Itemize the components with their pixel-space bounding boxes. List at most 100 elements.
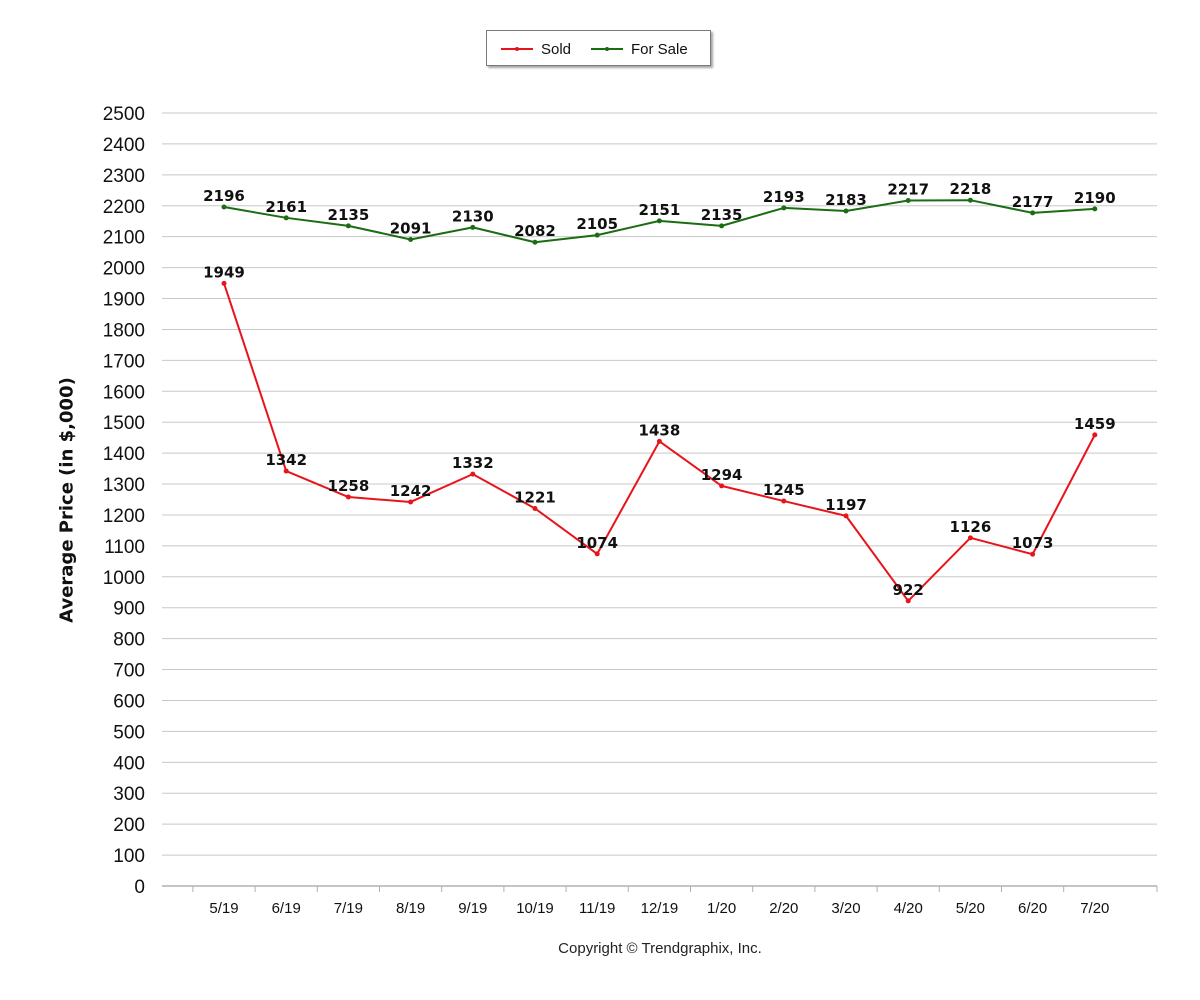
data-label: 2196: [203, 187, 245, 205]
data-point[interactable]: [283, 468, 289, 474]
data-label: 2130: [452, 207, 494, 225]
data-label: 2105: [576, 215, 618, 233]
y-tick-label: 1500: [103, 413, 145, 434]
data-point[interactable]: [408, 236, 414, 242]
x-tick-label: 7/19: [334, 900, 363, 917]
y-tick-label: 500: [113, 722, 145, 743]
data-point[interactable]: [719, 223, 725, 229]
legend-label-for-sale: For Sale: [631, 40, 688, 58]
data-point[interactable]: [719, 483, 725, 489]
data-point[interactable]: [345, 494, 351, 500]
data-point[interactable]: [1092, 206, 1098, 212]
data-label: 1294: [701, 466, 743, 484]
data-point[interactable]: [1030, 551, 1036, 557]
y-tick-label: 1800: [103, 320, 145, 341]
y-tick-label: 800: [113, 630, 145, 651]
legend-item-sold[interactable]: Sold: [501, 40, 571, 58]
data-point[interactable]: [1092, 432, 1098, 438]
data-point[interactable]: [408, 499, 414, 505]
x-tick-label: 11/19: [579, 900, 615, 917]
data-point[interactable]: [283, 215, 289, 221]
x-tick-label: 5/19: [209, 900, 238, 917]
data-point[interactable]: [905, 198, 911, 204]
y-tick-label: 1900: [103, 290, 145, 311]
data-point[interactable]: [532, 505, 538, 511]
x-tick-label: 1/20: [707, 900, 736, 917]
data-point[interactable]: [470, 471, 476, 477]
data-label: 2091: [390, 219, 432, 237]
data-point[interactable]: [1030, 210, 1036, 216]
x-tick-label: 4/20: [894, 900, 923, 917]
data-label: 2217: [887, 181, 929, 199]
data-label: 1438: [639, 421, 681, 439]
data-label: 1949: [203, 263, 245, 281]
legend-label-sold: Sold: [541, 40, 572, 58]
data-label: 1258: [328, 477, 370, 495]
y-tick-label: 2500: [103, 104, 145, 125]
data-label: 1073: [1012, 534, 1054, 552]
data-label: 1074: [576, 534, 618, 552]
data-point[interactable]: [221, 204, 227, 210]
data-label: 2161: [265, 198, 307, 216]
data-label: 1197: [825, 496, 867, 514]
legend-swatch-sold: [501, 47, 533, 51]
data-point[interactable]: [967, 535, 973, 541]
y-tick-label: 1600: [103, 382, 145, 403]
gridlines: [162, 112, 1157, 856]
data-point[interactable]: [594, 551, 600, 557]
y-tick-label: 1200: [103, 506, 145, 527]
data-label: 2135: [328, 206, 370, 224]
data-point[interactable]: [656, 218, 662, 224]
data-label: 2082: [514, 222, 556, 240]
data-label: 1332: [452, 454, 494, 472]
data-label: 1342: [265, 451, 307, 469]
data-label: 2151: [639, 201, 681, 219]
data-point[interactable]: [594, 232, 600, 238]
data-label: 2218: [950, 180, 992, 198]
data-label: 2183: [825, 191, 867, 209]
data-label: 2190: [1074, 189, 1116, 207]
y-tick-label: 2000: [103, 259, 145, 280]
data-label: 2193: [763, 188, 805, 206]
data-label: 922: [893, 581, 924, 599]
x-tick-label: 3/20: [831, 900, 860, 917]
y-tick-label: 0: [134, 877, 145, 898]
data-point[interactable]: [843, 208, 849, 214]
x-tick-label: 10/19: [516, 900, 554, 917]
data-point[interactable]: [221, 280, 227, 286]
y-tick-label: 1000: [103, 568, 145, 589]
data-point[interactable]: [656, 438, 662, 444]
y-tick-label: 100: [113, 846, 145, 867]
data-label: 2177: [1012, 193, 1054, 211]
legend-swatch-for-sale: [591, 47, 623, 51]
data-point[interactable]: [905, 598, 911, 604]
data-point[interactable]: [781, 498, 787, 504]
data-label: 2135: [701, 206, 743, 224]
y-tick-label: 1400: [103, 444, 145, 465]
y-tick-label: 2400: [103, 135, 145, 156]
y-tick-label: 1300: [103, 475, 145, 496]
copyright-text: Copyright © Trendgraphix, Inc.: [558, 940, 762, 957]
y-tick-label: 2100: [103, 228, 145, 249]
data-point[interactable]: [345, 223, 351, 229]
y-tick-label: 300: [113, 784, 145, 805]
x-tick-label: 12/19: [641, 900, 679, 917]
legend-item-for-sale[interactable]: For Sale: [591, 40, 688, 58]
data-label: 1221: [514, 488, 556, 506]
data-labels: 1949 1342 1258 1242 1332 1221 1074 1438 1294 1245…: [203, 180, 1116, 599]
y-tick-label: 400: [113, 753, 145, 774]
x-tick-label: 9/19: [458, 900, 487, 917]
data-point[interactable]: [781, 205, 787, 211]
data-point[interactable]: [967, 197, 973, 203]
x-tick-label: 6/20: [1018, 900, 1047, 917]
data-point[interactable]: [532, 239, 538, 245]
data-point[interactable]: [843, 513, 849, 519]
data-point[interactable]: [470, 224, 476, 230]
legend: Sold For Sale: [486, 30, 711, 66]
y-axis-title: Average Price (in $,000): [56, 377, 78, 623]
x-tick-label: 8/19: [396, 900, 425, 917]
data-label: 1245: [763, 481, 805, 499]
x-tick-label: 2/20: [769, 900, 798, 917]
y-tick-label: 200: [113, 815, 145, 836]
